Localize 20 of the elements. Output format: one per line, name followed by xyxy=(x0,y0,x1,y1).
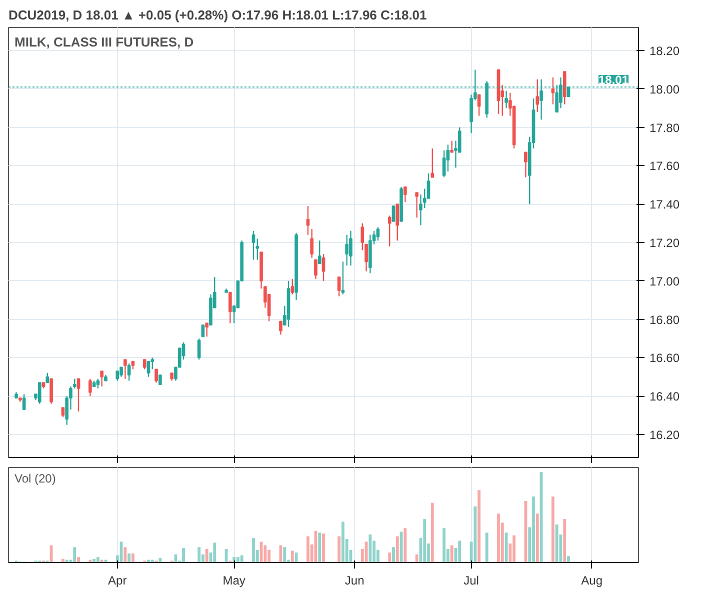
x-tick-label: Apr xyxy=(108,574,127,588)
y-tick-label: 17.20 xyxy=(650,236,680,250)
y-tick-label: 17.40 xyxy=(650,198,680,212)
chart-title: Vol (20) xyxy=(14,472,56,486)
y-tick-label: 17.00 xyxy=(650,274,680,288)
y-tick-label: 16.80 xyxy=(650,312,680,327)
y-tick-label: 18.00 xyxy=(650,82,680,96)
x-tick-label: May xyxy=(222,574,246,588)
text: MILK, CLASS III FUTURES, D xyxy=(14,34,194,50)
y-tick-label: 18.20 xyxy=(650,44,680,58)
x-tick-label: Jun xyxy=(344,574,364,588)
ref-line-label: 18.01 xyxy=(598,73,629,88)
y-tick-label: 16.40 xyxy=(650,390,680,404)
y-tick-label: 16.20 xyxy=(650,428,680,442)
y-tick-label: 17.80 xyxy=(650,120,680,135)
x-tick-label: Aug xyxy=(581,574,603,588)
x-tick-label: Jul xyxy=(464,574,479,588)
chart-title: DCU2019, D 18.01 ▲ +0.05 (+0.28%) O:17.96 H:18.01 L:17.96 C:18.01 xyxy=(8,8,427,22)
y-tick-label: 17.60 xyxy=(650,159,680,174)
y-tick-label: 16.60 xyxy=(650,351,680,366)
